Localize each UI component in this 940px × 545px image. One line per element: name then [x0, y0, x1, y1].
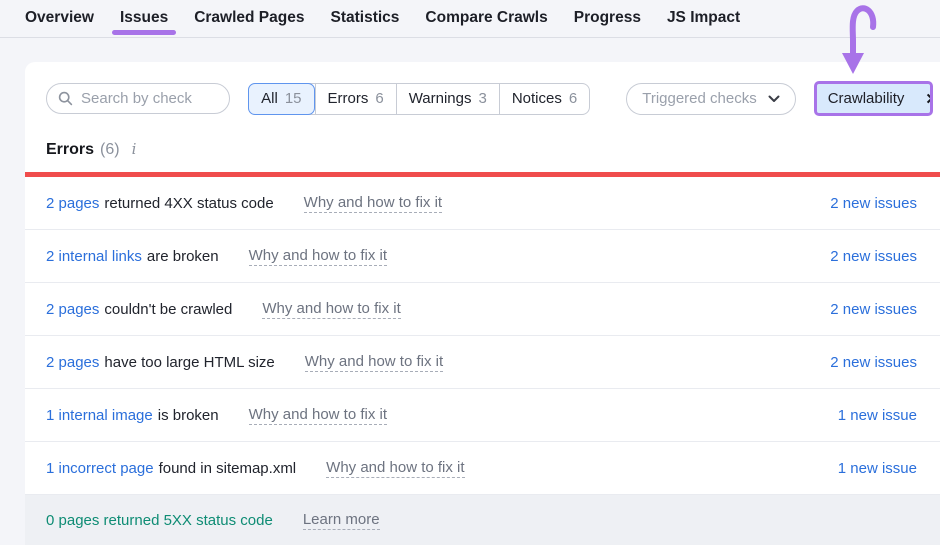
issue-row-broken-links: 2 internal links are broken Why and how …	[25, 230, 940, 283]
issue-row-sitemap: 1 incorrect page found in sitemap.xml Wh…	[25, 442, 940, 495]
filter-warnings-label: Warnings	[408, 90, 472, 107]
filter-errors-label: Errors	[327, 90, 369, 107]
issue-row-4xx: 2 pages returned 4XX status code Why and…	[25, 177, 940, 230]
crawlability-filter-chip: Crawlability ✕	[813, 81, 933, 116]
search-input-wrapper	[46, 83, 231, 114]
filter-all-label: All	[261, 90, 278, 107]
close-icon[interactable]: ✕	[915, 84, 930, 113]
issues-list: 2 pages returned 4XX status code Why and…	[25, 177, 940, 545]
why-fix-link[interactable]: Why and how to fix it	[326, 458, 465, 478]
resolved-issue-text: 0 pages returned 5XX status code	[46, 511, 273, 529]
issue-description: returned 4XX status code	[104, 194, 274, 212]
issue-pages-link[interactable]: 2 pages	[46, 300, 100, 318]
tab-crawled-pages[interactable]: Crawled Pages	[194, 9, 305, 26]
search-input[interactable]	[81, 90, 219, 107]
errors-section-heading: Errors (6) i	[46, 140, 940, 159]
search-icon	[58, 91, 73, 106]
filter-warnings[interactable]: Warnings 3	[395, 83, 499, 114]
filter-all[interactable]: All 15	[248, 82, 315, 115]
filter-toolbar: All 15 Errors 6 Warnings 3 Notices 6 Tri…	[25, 62, 940, 116]
issue-pages-link[interactable]: 1 internal image	[46, 406, 153, 424]
top-navigation: Overview Issues Crawled Pages Statistics…	[0, 0, 940, 38]
learn-more-link[interactable]: Learn more	[302, 510, 380, 530]
section-title: Errors	[46, 141, 95, 158]
filter-notices-label: Notices	[511, 90, 562, 107]
new-issues-link[interactable]: 2 new issues	[830, 247, 917, 265]
issue-description: are broken	[146, 247, 219, 265]
new-issues-link[interactable]: 2 new issues	[830, 353, 917, 371]
new-issues-link[interactable]: 2 new issues	[830, 194, 917, 212]
issue-row-broken-image: 1 internal image is broken Why and how t…	[25, 389, 940, 442]
tab-statistics[interactable]: Statistics	[330, 9, 400, 26]
triggered-checks-dropdown[interactable]: Triggered checks	[626, 82, 796, 115]
filter-errors-count: 6	[375, 90, 384, 107]
issue-description: couldn't be crawled	[104, 300, 233, 318]
new-issues-link[interactable]: 2 new issues	[830, 300, 917, 318]
issue-pages-link[interactable]: 2 pages	[46, 353, 100, 371]
filter-notices[interactable]: Notices 6	[498, 83, 589, 114]
section-count: (6)	[100, 141, 120, 158]
filter-all-count: 15	[284, 90, 302, 107]
issue-description: found in sitemap.xml	[158, 459, 297, 477]
why-fix-link[interactable]: Why and how to fix it	[262, 299, 401, 319]
why-fix-link[interactable]: Why and how to fix it	[303, 193, 443, 213]
why-fix-link[interactable]: Why and how to fix it	[304, 352, 444, 372]
issue-pages-link[interactable]: 1 incorrect page	[46, 459, 154, 477]
issue-pages-link[interactable]: 2 internal links	[46, 247, 142, 265]
issue-row-not-crawled: 2 pages couldn't be crawled Why and how …	[25, 283, 940, 336]
issue-pages-link[interactable]: 2 pages	[46, 194, 100, 212]
tab-issues[interactable]: Issues	[111, 0, 177, 37]
tab-compare-crawls[interactable]: Compare Crawls	[425, 9, 548, 26]
issue-row-5xx-resolved: 0 pages returned 5XX status code Learn m…	[25, 495, 940, 545]
new-issues-link[interactable]: 1 new issue	[837, 459, 917, 477]
issue-description: is broken	[157, 406, 219, 424]
why-fix-link[interactable]: Why and how to fix it	[248, 405, 388, 425]
tab-progress[interactable]: Progress	[573, 9, 641, 26]
why-fix-link[interactable]: Why and how to fix it	[248, 246, 388, 266]
chevron-down-icon	[768, 95, 780, 102]
issues-panel: All 15 Errors 6 Warnings 3 Notices 6 Tri…	[25, 62, 940, 545]
severity-filter-group: All 15 Errors 6 Warnings 3 Notices 6	[248, 82, 591, 115]
tab-js-impact[interactable]: JS Impact	[666, 9, 741, 26]
issue-description: have too large HTML size	[104, 353, 275, 371]
crawlability-chip-label[interactable]: Crawlability	[827, 90, 905, 107]
new-issues-link[interactable]: 1 new issue	[837, 406, 917, 424]
triggered-checks-label: Triggered checks	[642, 90, 757, 107]
filter-warnings-count: 3	[478, 90, 487, 107]
info-icon[interactable]: i	[131, 140, 137, 158]
filter-notices-count: 6	[568, 90, 578, 107]
filter-errors[interactable]: Errors 6	[314, 83, 396, 114]
issue-row-html-size: 2 pages have too large HTML size Why and…	[25, 336, 940, 389]
tab-overview[interactable]: Overview	[25, 9, 94, 26]
errors-severity-bar	[25, 172, 940, 177]
